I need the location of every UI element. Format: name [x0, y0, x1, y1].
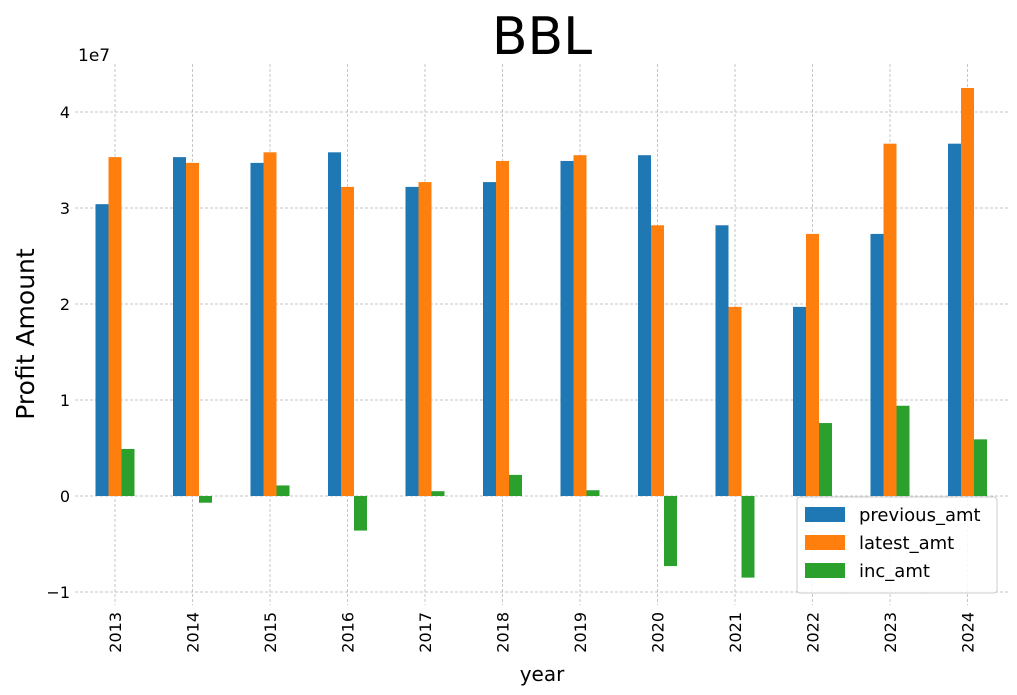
legend-frame — [796, 496, 998, 594]
bar-latest_amt-2014 — [186, 162, 199, 496]
x-tick-label: 2018 — [494, 612, 513, 653]
bar-inc_amt-2020 — [664, 496, 677, 567]
bar-latest_amt-2020 — [651, 225, 664, 496]
bar-inc_amt-2022 — [819, 423, 832, 496]
bar-inc_amt-2019 — [586, 490, 600, 496]
legend: previous_amt latest_amt inc_amt — [796, 496, 998, 594]
bar-inc_amt-2023 — [896, 405, 910, 496]
bar-previous_amt-2017 — [405, 186, 419, 496]
x-axis-label: year — [520, 662, 565, 686]
bar-inc_amt-2018 — [509, 474, 522, 496]
bars — [95, 88, 987, 578]
bar-latest_amt-2019 — [573, 155, 587, 496]
bar-inc_amt-2024 — [974, 439, 987, 496]
bar-inc_amt-2016 — [354, 496, 367, 531]
x-tick-label: 2023 — [881, 612, 900, 653]
bar-inc_amt-2021 — [741, 496, 755, 578]
bar-latest_amt-2022 — [806, 233, 819, 497]
bar-previous_amt-2024 — [948, 143, 961, 496]
bar-latest_amt-2017 — [418, 182, 432, 496]
x-tick-label: 2022 — [804, 612, 823, 653]
axes: −1 0 1 2 3 4 2013 2014 2015 2016 2017 2018 2019 2020 2… — [46, 103, 977, 653]
x-tick-label: 2014 — [184, 612, 203, 653]
x-tick-label: 2019 — [571, 612, 590, 653]
bar-previous_amt-2023 — [870, 233, 884, 497]
chart-title: BBL — [492, 7, 592, 67]
bar-latest_amt-2023 — [883, 143, 897, 496]
y-tick-label: −1 — [46, 583, 70, 602]
x-tick-label: 2013 — [106, 612, 125, 653]
x-tick-label: 2016 — [339, 612, 358, 653]
bar-previous_amt-2018 — [483, 182, 496, 496]
legend-label: previous_amt — [859, 505, 981, 526]
x-tick-label: 2017 — [416, 612, 435, 653]
legend-label: inc_amt — [859, 561, 930, 582]
y-tick-label: 2 — [60, 295, 70, 314]
y-tick-label: 3 — [60, 199, 70, 218]
bar-inc_amt-2014 — [199, 496, 212, 503]
bar-previous_amt-2015 — [250, 162, 264, 496]
bar-inc_amt-2017 — [431, 491, 445, 496]
bar-previous_amt-2014 — [173, 157, 186, 496]
bar-previous_amt-2022 — [793, 306, 806, 496]
bar-previous_amt-2019 — [560, 160, 574, 496]
bar-previous_amt-2021 — [715, 225, 729, 496]
x-tick-label: 2024 — [959, 612, 978, 653]
bar-latest_amt-2015 — [263, 152, 277, 496]
bar-previous_amt-2013 — [95, 204, 109, 496]
bar-latest_amt-2013 — [108, 157, 122, 496]
bar-inc_amt-2013 — [121, 448, 135, 496]
bar-previous_amt-2016 — [328, 152, 341, 496]
y-axis-label: Profit Amount — [11, 248, 40, 420]
legend-swatch — [805, 535, 845, 550]
y-tick-label: 0 — [60, 487, 70, 506]
bar-latest_amt-2018 — [496, 160, 509, 496]
bar-inc_amt-2015 — [276, 485, 290, 496]
legend-label: latest_amt — [859, 533, 954, 554]
y-tick-label: 1 — [60, 391, 70, 410]
bar-previous_amt-2020 — [638, 155, 651, 496]
y-tick-label: 4 — [60, 103, 70, 122]
x-tick-label: 2021 — [726, 612, 745, 653]
bar-latest_amt-2024 — [961, 88, 974, 496]
bar-latest_amt-2016 — [341, 186, 354, 496]
bar-latest_amt-2021 — [728, 306, 742, 496]
legend-swatch — [805, 563, 845, 578]
y-axis-offset-label: 1e7 — [78, 46, 110, 66]
legend-swatch — [805, 507, 845, 522]
x-tick-label: 2015 — [261, 612, 280, 653]
x-tick-label: 2020 — [649, 612, 668, 653]
